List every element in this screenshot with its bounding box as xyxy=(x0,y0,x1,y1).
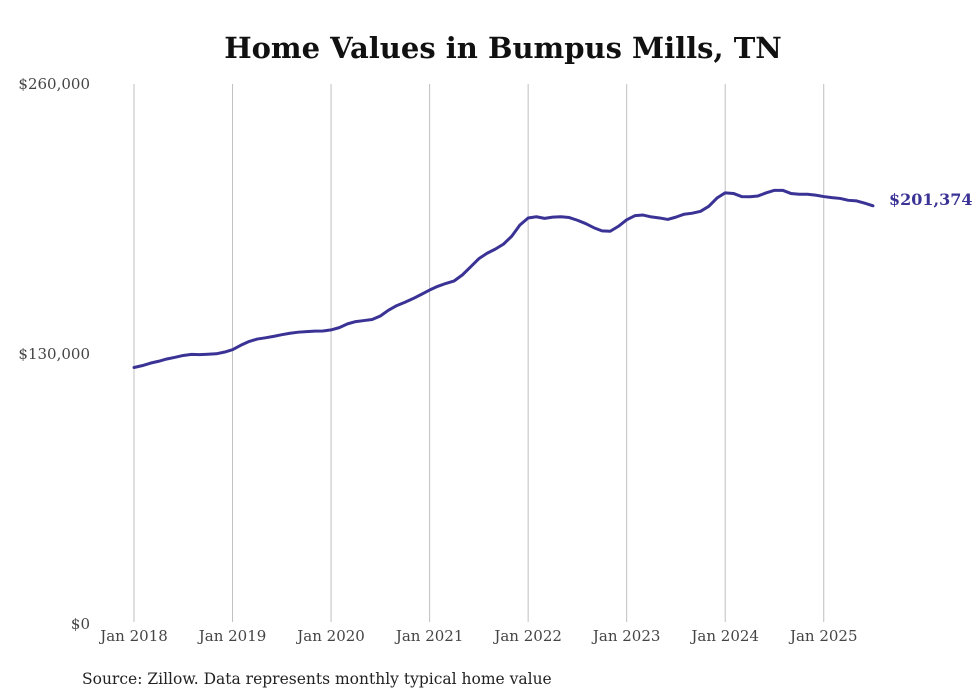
x-tick-label: Jan 2023 xyxy=(591,627,661,645)
x-tick-label: Jan 2019 xyxy=(197,627,267,645)
x-tick-label: Jan 2025 xyxy=(788,627,858,645)
x-tick-label: Jan 2024 xyxy=(689,627,759,645)
home-value-line xyxy=(132,188,875,369)
chart-title: Home Values in Bumpus Mills, TN xyxy=(224,31,782,65)
gridlines xyxy=(133,84,825,622)
y-tick-label: $0 xyxy=(71,615,90,633)
y-axis: $0 $130,000 $260,000 xyxy=(18,75,90,633)
end-value-label: $201,374 xyxy=(889,190,973,209)
x-axis: Jan 2018 Jan 2019 Jan 2020 Jan 2021 Jan 2022… xyxy=(98,627,857,645)
x-tick-label: Jan 2020 xyxy=(295,627,365,645)
series-layer xyxy=(132,188,875,369)
x-tick-label: Jan 2018 xyxy=(98,627,168,645)
y-tick-label: $260,000 xyxy=(18,75,90,93)
source-note: Source: Zillow. Data represents monthly … xyxy=(82,670,552,688)
x-tick-label: Jan 2021 xyxy=(394,627,464,645)
x-tick-label: Jan 2022 xyxy=(492,627,562,645)
y-tick-label: $130,000 xyxy=(18,345,90,363)
